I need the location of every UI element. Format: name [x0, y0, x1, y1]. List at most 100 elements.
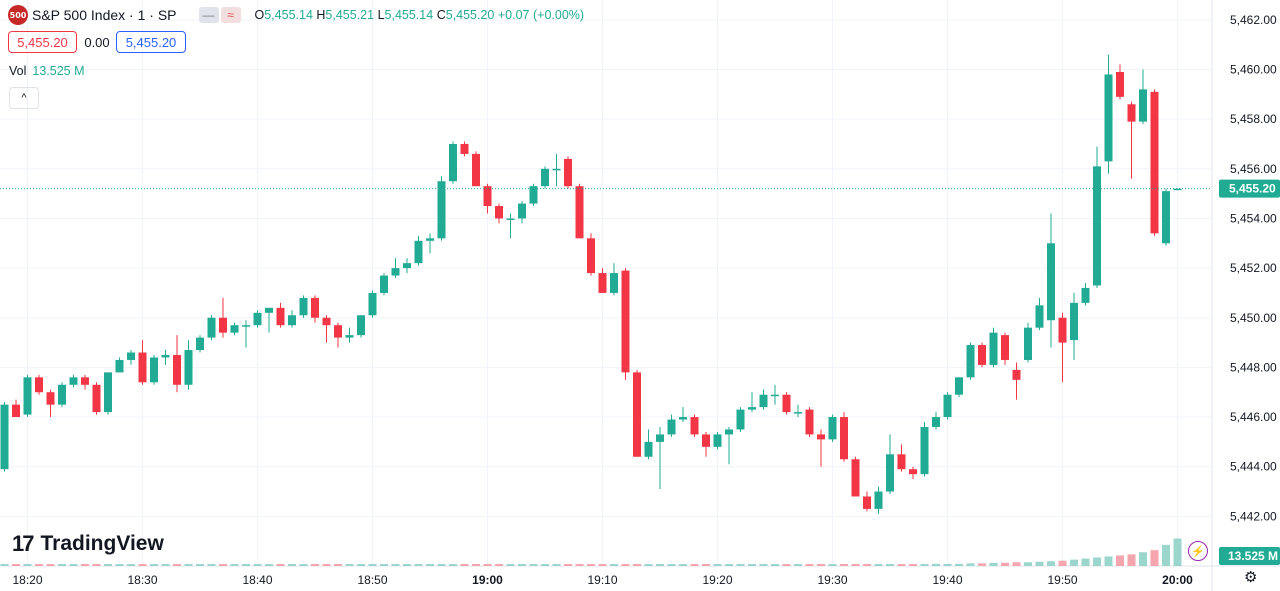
candle-body	[1173, 188, 1182, 191]
candle-body	[35, 377, 43, 393]
candle-body	[253, 312, 262, 326]
candle-body	[541, 168, 549, 187]
candle-body	[748, 407, 756, 410]
candle	[989, 327, 998, 368]
last-price-label: 5,455.20	[1229, 182, 1276, 196]
candle	[736, 407, 745, 432]
candle	[0, 402, 9, 472]
volume-bar	[771, 564, 779, 566]
candle-body	[690, 417, 699, 435]
volume-bar	[794, 564, 802, 566]
candle-body	[909, 469, 917, 475]
candle-body	[196, 337, 204, 351]
symbol-logo: 500	[8, 5, 28, 25]
lightning-icon[interactable]: ⚡	[1188, 541, 1208, 561]
volume-bar	[403, 564, 411, 566]
candle-body	[311, 297, 319, 318]
candle-body	[1116, 71, 1124, 97]
candle	[1139, 69, 1147, 125]
volume-bar	[909, 564, 917, 566]
candle-body	[1162, 191, 1170, 244]
symbol-title[interactable]: S&P 500 Index · 1 · SP	[32, 7, 177, 23]
volume-bar	[564, 564, 572, 566]
buy-price-box[interactable]: 5,455.20	[116, 31, 186, 53]
volume-bar	[541, 564, 549, 566]
candle-body	[552, 168, 561, 171]
price-tick-label: 5,448.00	[1230, 360, 1277, 374]
time-tick-label: 20:00	[1162, 573, 1193, 587]
candle-body	[299, 297, 308, 316]
candle-body	[633, 372, 641, 457]
volume-bar	[506, 564, 515, 566]
price-tick-label: 5,452.00	[1230, 261, 1277, 275]
candle-body	[759, 394, 768, 408]
candle-body	[230, 325, 239, 333]
candle	[506, 213, 515, 239]
candle-body	[495, 206, 503, 219]
open-value: 5,455.14	[264, 8, 313, 22]
sell-price-box[interactable]: 5,455.20	[8, 31, 77, 53]
candle-body	[943, 394, 952, 418]
price-tick-label: 5,442.00	[1230, 509, 1277, 523]
volume-bar	[874, 564, 883, 566]
volume-bar	[35, 564, 43, 566]
volume-bar	[529, 564, 538, 566]
volume-bar	[679, 564, 687, 566]
price-tick-label: 5,454.00	[1230, 211, 1277, 225]
candle	[633, 369, 641, 457]
volume-bar	[426, 564, 434, 566]
candle	[299, 295, 308, 318]
brand-name: TradingView	[40, 532, 164, 555]
volume-bar	[311, 564, 319, 566]
volume-bar	[161, 564, 170, 566]
candle-body	[414, 240, 423, 264]
minus-icon[interactable]: —	[198, 7, 219, 23]
candle	[150, 354, 158, 385]
candle	[311, 295, 319, 323]
candle-body	[782, 394, 791, 413]
chart-header: 500 S&P 500 Index · 1 · SP — ≈ O5,455.14…	[8, 5, 584, 25]
candle-body	[58, 384, 66, 405]
time-tick-label: 18:50	[357, 573, 387, 587]
candle	[161, 350, 170, 365]
candle	[437, 176, 446, 241]
candle	[288, 310, 296, 328]
volume-bar	[322, 564, 331, 566]
last-volume-label-bg	[1219, 547, 1280, 565]
candle-body	[805, 409, 814, 435]
gear-icon[interactable]: ⚙	[1244, 569, 1258, 586]
volume-bar	[805, 564, 814, 566]
time-tick-label: 19:00	[472, 573, 503, 587]
volume-bar	[748, 564, 756, 566]
candle-body	[472, 153, 480, 187]
volume-bar	[782, 564, 791, 566]
candle-body	[863, 496, 871, 509]
price-tick-label: 5,444.00	[1230, 460, 1277, 474]
price-tick-label: 5,462.00	[1230, 13, 1277, 27]
price-tick-label: 5,446.00	[1230, 410, 1277, 424]
candle	[12, 399, 20, 418]
candle-body	[621, 270, 630, 373]
candle-body	[322, 317, 331, 326]
candle	[920, 422, 929, 477]
candle-body	[610, 273, 618, 293]
volume-bar	[460, 564, 469, 566]
candle-body	[1139, 89, 1147, 122]
volume-bar	[840, 564, 848, 566]
time-tick-label: 19:10	[587, 573, 617, 587]
candle-body	[0, 404, 9, 470]
candle-body	[702, 434, 710, 447]
wave-icon[interactable]: ≈	[220, 7, 241, 23]
volume-bar	[0, 564, 9, 566]
candle	[541, 166, 549, 189]
candle	[771, 384, 779, 405]
volume-bar	[1104, 556, 1113, 566]
volume-bar	[357, 564, 365, 566]
volume-bar	[380, 564, 388, 566]
candle	[840, 412, 848, 462]
candle-body	[840, 417, 848, 460]
candle	[345, 327, 354, 343]
candle-body	[656, 434, 664, 442]
collapse-legend-button[interactable]: ^	[9, 87, 39, 109]
